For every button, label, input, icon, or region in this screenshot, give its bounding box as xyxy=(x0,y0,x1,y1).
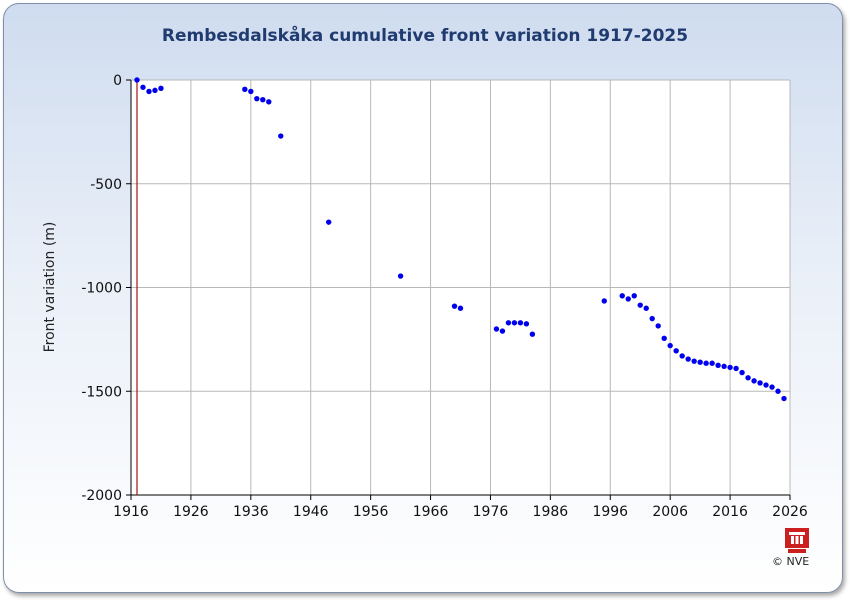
data-point xyxy=(751,378,757,384)
data-point xyxy=(715,362,721,369)
data-point xyxy=(673,348,679,354)
data-point xyxy=(511,320,518,326)
x-tick-label: 2026 xyxy=(772,504,808,520)
data-point xyxy=(499,328,506,334)
y-tick-label: -500 xyxy=(90,177,122,193)
data-point xyxy=(697,359,703,365)
data-point xyxy=(397,273,404,279)
data-point xyxy=(691,358,697,364)
data-point xyxy=(248,88,254,95)
x-tick-label: 1986 xyxy=(533,504,569,520)
data-point xyxy=(769,384,775,390)
data-point xyxy=(733,365,739,372)
data-point xyxy=(158,85,164,92)
data-point xyxy=(637,302,643,308)
data-point xyxy=(140,84,146,90)
x-tick-label: 1926 xyxy=(173,504,209,520)
data-point xyxy=(493,326,500,332)
nve-logo-icon xyxy=(785,528,809,553)
x-tick-label: 1946 xyxy=(293,504,329,520)
data-point xyxy=(601,298,607,304)
data-point xyxy=(655,323,661,329)
x-tick-label: 1916 xyxy=(113,504,149,520)
data-point xyxy=(529,331,536,337)
data-point xyxy=(745,375,751,381)
data-point xyxy=(643,305,649,311)
data-point xyxy=(619,293,625,299)
data-point xyxy=(631,293,637,299)
data-point xyxy=(703,360,709,366)
data-point xyxy=(763,382,769,388)
data-point xyxy=(254,95,260,102)
chart-title: Rembesdalskåka cumulative front variatio… xyxy=(161,26,689,46)
data-point xyxy=(709,360,715,366)
data-point xyxy=(152,87,158,94)
x-tick-label: 1956 xyxy=(353,504,389,520)
data-point xyxy=(685,356,691,362)
data-point xyxy=(757,380,763,386)
y-tick-label: -1000 xyxy=(81,281,122,297)
x-tick-label: 2016 xyxy=(712,504,748,520)
y-tick-label: -2000 xyxy=(81,488,122,504)
data-point xyxy=(451,303,458,309)
data-point xyxy=(260,97,266,103)
data-point xyxy=(679,353,685,359)
data-point xyxy=(667,342,673,349)
data-point xyxy=(775,388,781,394)
data-point xyxy=(326,219,332,225)
y-tick-label: 0 xyxy=(113,73,122,89)
data-point xyxy=(721,363,727,370)
data-point xyxy=(266,99,272,105)
data-point xyxy=(278,133,284,139)
x-tick-label: 1996 xyxy=(592,504,628,520)
x-tick-label: 1966 xyxy=(413,504,449,520)
data-point xyxy=(739,369,745,376)
x-tick-label: 1936 xyxy=(233,504,269,520)
data-point xyxy=(457,305,464,311)
copyright-text: © NVE xyxy=(772,555,810,568)
x-tick-label: 1976 xyxy=(473,504,509,520)
data-point xyxy=(517,320,524,326)
data-point xyxy=(134,77,140,83)
y-tick-label: -1500 xyxy=(81,384,122,400)
data-point xyxy=(242,86,248,93)
data-point xyxy=(505,320,512,326)
data-point xyxy=(661,335,667,342)
data-point xyxy=(781,395,787,402)
data-point xyxy=(523,321,530,327)
data-point xyxy=(146,88,152,95)
x-tick-label: 2006 xyxy=(652,504,688,520)
data-point xyxy=(727,364,733,371)
data-point xyxy=(649,315,655,322)
data-point xyxy=(625,296,631,302)
